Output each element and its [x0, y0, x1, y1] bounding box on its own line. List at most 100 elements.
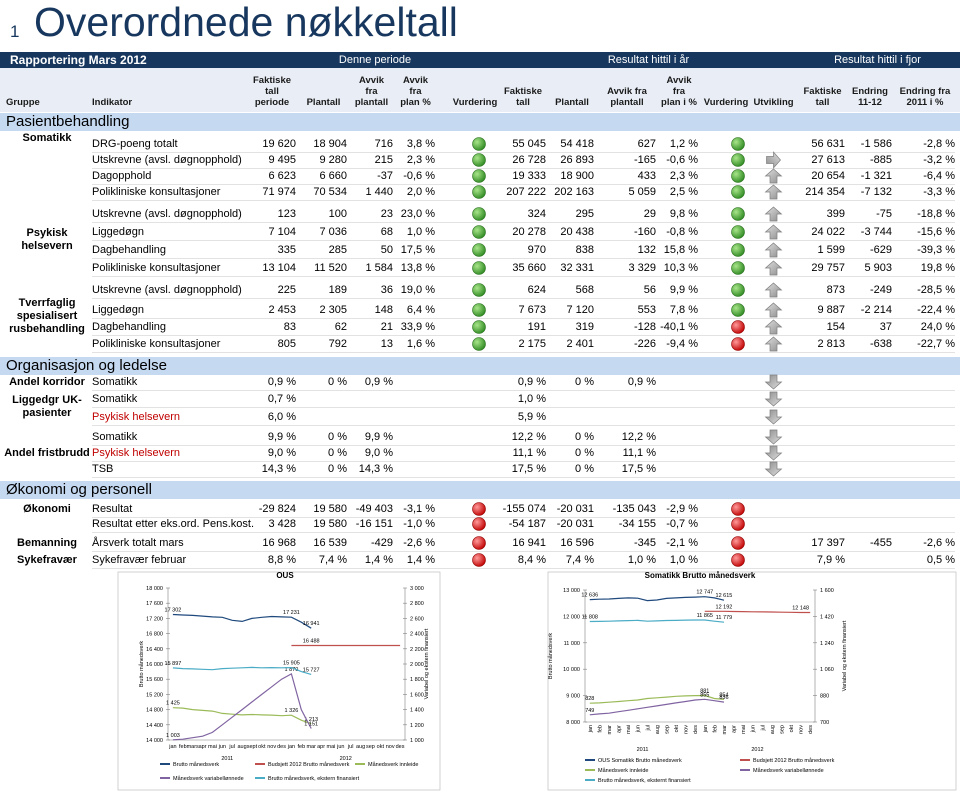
table-cell: 8,8 % [267, 554, 296, 566]
indicator: DRG-poeng totalt [92, 138, 178, 150]
y-tick-label: 12 000 [563, 614, 580, 620]
trend-arrow [764, 168, 783, 184]
y-tick-label: 9 000 [566, 694, 580, 700]
indicator: Sykefravær februar [92, 554, 187, 566]
x-tick-label: nov [267, 744, 276, 750]
table-cell: 19 333 [512, 170, 546, 182]
status-indicator [731, 337, 745, 351]
table-cell: -0,7 % [666, 518, 698, 530]
table-cell: 15,8 % [663, 244, 698, 256]
group-label: Liggedgr UK- pasienter [12, 394, 82, 419]
table-cell: 17,5 % [511, 463, 546, 475]
status-indicator [472, 553, 486, 567]
y-tick-label: 17 600 [146, 601, 163, 607]
table-cell: -128 [633, 321, 656, 333]
table-cell: 56 631 [811, 138, 845, 150]
column-header: Faktiske tall periode [252, 75, 292, 108]
series-line [172, 666, 312, 675]
table-cell: 2 453 [268, 304, 296, 316]
status-indicator [731, 303, 745, 317]
table-cell: 0 % [328, 431, 347, 443]
table-cell: 9,8 % [669, 208, 698, 220]
status-indicator [731, 207, 745, 221]
table-cell: 12,2 % [621, 431, 656, 443]
table-cell: 16 596 [560, 537, 594, 549]
table-cell: -1 321 [860, 170, 892, 182]
table-cell: 2 813 [817, 338, 845, 350]
trend-arrow [764, 374, 783, 390]
y2-axis-title: Variabel og ekstern finansiert [424, 628, 430, 699]
data-label: 12 636 [581, 593, 598, 599]
table-cell: 56 [643, 284, 656, 296]
indicator: Dagopphold [92, 170, 152, 182]
status-indicator [472, 225, 486, 239]
table-cell: 285 [328, 244, 347, 256]
table-cell: 54 418 [560, 138, 594, 150]
table-cell: 7 036 [319, 226, 347, 238]
y-tick-label: 1 600 [820, 588, 834, 594]
x-tick-label: jan [287, 744, 295, 750]
data-label: 1 870 [285, 667, 299, 673]
series-line [589, 619, 725, 623]
y-tick-label: 14 000 [146, 738, 163, 744]
status-indicator [731, 225, 745, 239]
y-tick-label: 17 200 [146, 616, 163, 622]
table-cell: -3,3 % [923, 186, 955, 198]
table-cell: -155 074 [502, 503, 546, 515]
column-header: Vurdering [703, 97, 749, 108]
table-cell: 18 900 [560, 170, 594, 182]
period-group-header: Resultat hittil i fjor [834, 54, 921, 66]
x-tick-label: okt [674, 725, 680, 733]
legend-label: Brutto månedsverk [173, 761, 219, 768]
data-label: 15 905 [283, 661, 300, 667]
status-indicator [731, 185, 745, 199]
section-title: Pasientbehandling [6, 113, 130, 130]
table-cell: 100 [328, 208, 347, 220]
x-tick-label: des [693, 725, 699, 734]
y-tick-label: 1 420 [820, 614, 834, 620]
y-tick-label: 16 800 [146, 632, 163, 638]
data-label: 11 808 [582, 614, 598, 620]
table-cell: 214 354 [805, 186, 845, 198]
x-tick-label: nov [684, 725, 690, 734]
table-cell: 9 495 [268, 154, 296, 166]
section-band [0, 113, 960, 131]
table-cell: 24 022 [811, 226, 845, 238]
x-tick-label: nov [799, 725, 805, 734]
data-label: 1 151 [304, 722, 318, 728]
table-cell: 0 % [575, 376, 594, 388]
column-header: Faktiske tall [503, 86, 543, 108]
status-indicator [472, 153, 486, 167]
table-cell: 9 887 [817, 304, 845, 316]
data-label: 11 779 [716, 615, 732, 621]
y-tick-label: 880 [820, 694, 829, 700]
table-cell: -34 155 [618, 518, 656, 530]
table-cell: -165 [633, 154, 656, 166]
report-label: Rapportering Mars 2012 [10, 53, 147, 67]
table-cell: -3,2 % [923, 154, 955, 166]
column-header: Avvik fra plan i % [661, 75, 697, 108]
x-tick-label: mai [208, 744, 217, 750]
table-cell: 0,5 % [926, 554, 955, 566]
table-cell: 0 % [328, 447, 347, 459]
table-cell: -0,8 % [666, 226, 698, 238]
y-tick-label: 13 000 [563, 588, 580, 594]
x-tick-label: feb [297, 744, 305, 750]
data-label: 881 [700, 688, 709, 694]
table-cell: 2 305 [319, 304, 347, 316]
column-header: Avvik fra plantall [607, 86, 647, 108]
status-indicator [731, 320, 745, 334]
table-cell: 1 440 [365, 186, 393, 198]
table-cell: -37 [377, 170, 393, 182]
indicator: Utskrevne (avsl. døgnopphold) [92, 154, 242, 166]
table-cell: 838 [575, 244, 594, 256]
y-tick-label: 16 400 [146, 647, 163, 653]
data-label: 12 615 [716, 593, 733, 599]
column-header: Endring fra 2011 i % [899, 86, 951, 108]
trend-arrow [764, 409, 783, 425]
table-cell: 37 [879, 321, 892, 333]
table-cell: 11,1 % [622, 447, 656, 459]
data-label: 12 747 [696, 590, 713, 596]
x-tick-label: mar [607, 725, 613, 735]
